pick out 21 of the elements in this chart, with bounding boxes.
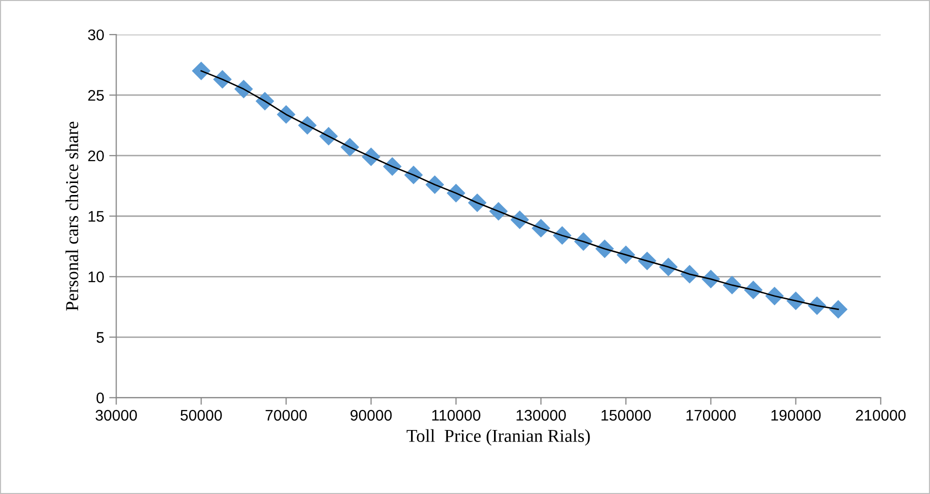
x-tick-label: 50000 xyxy=(180,410,222,421)
y-axis-title: Personal cars choice share xyxy=(66,122,78,311)
y-tick-label: 0 xyxy=(96,392,104,404)
point xyxy=(828,300,848,319)
y-tick-label: 20 xyxy=(88,150,104,162)
x-tick-label: 130000 xyxy=(516,410,566,421)
y-tick-label: 5 xyxy=(96,332,104,343)
y-tick-label: 15 xyxy=(88,211,104,222)
x-tick-label: 150000 xyxy=(602,410,651,421)
x-tick-label: 170000 xyxy=(686,410,736,421)
y-tick-label: 10 xyxy=(88,272,104,282)
point xyxy=(192,62,211,80)
x-tick-label: 110000 xyxy=(432,410,480,421)
x-tick-label: 190000 xyxy=(771,410,821,421)
x-tick-label: 70000 xyxy=(266,410,307,421)
x-tick-label: 30000 xyxy=(96,410,137,421)
y-tick-label: 30 xyxy=(88,29,104,40)
x-axis-title: Toll Price (Iranian Rials) xyxy=(406,429,590,446)
x-tick-label: 90000 xyxy=(350,410,392,421)
y-tick-label: 25 xyxy=(88,90,104,101)
x-tick-label: 210000 xyxy=(856,410,906,421)
